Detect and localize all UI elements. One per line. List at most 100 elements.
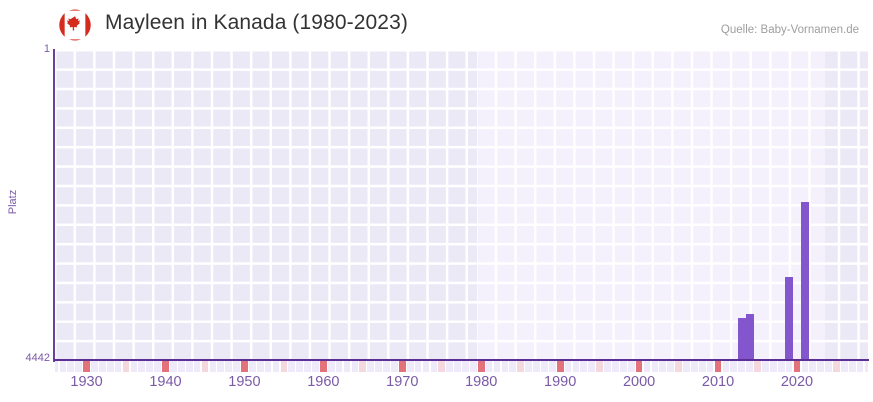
x-tick-cell-1957 <box>296 361 304 372</box>
chart-source-label: Quelle: Baby-Vornamen.de <box>720 24 859 36</box>
bar-2013[interactable] <box>737 317 746 360</box>
x-tick-cell-1966 <box>367 361 375 372</box>
x-tick-cell-1953 <box>264 361 272 372</box>
x-tick-cell-1978 <box>462 361 469 372</box>
x-tick-cell-1968 <box>383 361 390 372</box>
x-tick-cell-2016 <box>762 361 769 372</box>
x-tick-cell-1994 <box>588 361 596 372</box>
x-tick-cell-1984 <box>509 361 517 372</box>
x-tick-cell-1959 <box>312 361 319 372</box>
x-tick-cell-2011 <box>722 361 730 372</box>
x-tick-cell-2014 <box>746 361 753 372</box>
x-tick-cell-1928 <box>67 361 75 372</box>
x-tick-cell-2001 <box>643 361 651 372</box>
y-axis-title: Platz <box>7 189 19 215</box>
x-tick-cell-1992 <box>572 361 580 372</box>
x-tick-cell-1947 <box>217 361 225 372</box>
chart-title: Mayleen in Kanada (1980-2023) <box>105 11 408 34</box>
x-tick-cell-1989 <box>548 361 556 372</box>
x-tick-cell-1950 <box>241 361 248 372</box>
x-axis-label-2000: 2000 <box>622 374 656 390</box>
x-tick-cell-2015 <box>754 361 761 372</box>
x-tick-cell-1929 <box>75 361 83 372</box>
x-tick-cell-1973 <box>422 361 430 372</box>
x-axis-label-1970: 1970 <box>386 374 419 390</box>
x-tick-cell-1958 <box>304 361 311 372</box>
x-tick-cell-1998 <box>619 361 627 372</box>
x-tick-cell-1979 <box>469 361 477 372</box>
x-tick-cell-1993 <box>580 361 588 372</box>
grid-active-range-highlight <box>477 50 825 360</box>
x-tick-cell-1964 <box>351 361 359 372</box>
x-tick-cell-1938 <box>146 361 154 372</box>
x-axis-label-1940: 1940 <box>149 374 182 390</box>
x-tick-cell-1981 <box>485 361 493 372</box>
x-tick-cell-1982 <box>493 361 501 372</box>
x-tick-cell-1933 <box>106 361 114 372</box>
x-tick-cell-2000 <box>635 361 643 372</box>
x-tick-cell-1960 <box>320 361 327 372</box>
x-tick-cell-1976 <box>446 361 453 372</box>
x-tick-cell-1995 <box>596 361 603 372</box>
x-tick-cell-2017 <box>769 361 777 372</box>
x-tick-cell-1949 <box>233 361 240 372</box>
x-tick-cell-1931 <box>91 361 98 372</box>
x-axis-line <box>54 359 869 361</box>
x-tick-cell-1944 <box>193 361 201 372</box>
x-tick-cell-1937 <box>138 361 146 372</box>
x-tick-cell-1962 <box>335 361 343 372</box>
x-tick-cell-2008 <box>698 361 706 372</box>
x-tick-cell-1926 <box>55 361 59 372</box>
x-tick-cell-1969 <box>391 361 398 372</box>
x-tick-cell-1963 <box>343 361 351 372</box>
x-tick-cell-1951 <box>248 361 256 372</box>
y-axis-tick-top: 1 <box>43 43 50 55</box>
x-tick-cell-1935 <box>122 361 130 372</box>
x-tick-cell-2024 <box>825 361 832 372</box>
x-tick-cell-1983 <box>501 361 509 372</box>
x-tick-cell-1985 <box>517 361 525 372</box>
x-tick-cell-2004 <box>667 361 674 372</box>
x-tick-cell-1999 <box>627 361 635 372</box>
chart-header: Mayleen in Kanada (1980-2023) Quelle: Ba… <box>0 0 873 46</box>
x-tick-cell-1934 <box>114 361 122 372</box>
x-tick-cell-2022 <box>809 361 817 372</box>
x-tick-cell-1952 <box>256 361 264 372</box>
y-axis-line <box>53 49 55 362</box>
x-tick-cell-1932 <box>99 361 106 372</box>
bar-2021[interactable] <box>800 202 809 360</box>
x-tick-cell-1942 <box>177 361 185 372</box>
x-tick-cell-1955 <box>280 361 288 372</box>
x-axis-label-1990: 1990 <box>544 374 577 390</box>
x-axis-label-1960: 1960 <box>307 374 340 390</box>
bar-2014[interactable] <box>745 314 754 360</box>
x-tick-cell-1956 <box>288 361 296 372</box>
x-tick-cell-2003 <box>659 361 667 372</box>
x-tick-cell-2021 <box>801 361 809 372</box>
bar-2019[interactable] <box>785 276 793 360</box>
x-tick-cell-1980 <box>477 361 485 372</box>
x-tick-cell-2029 <box>864 361 868 372</box>
x-tick-cell-2006 <box>683 361 690 372</box>
x-tick-cell-1927 <box>59 361 67 372</box>
x-axis-tick-strip <box>55 361 868 372</box>
x-tick-cell-1936 <box>130 361 138 372</box>
x-tick-cell-1975 <box>438 361 446 372</box>
x-axis-label-1980: 1980 <box>465 374 498 390</box>
canada-flag-icon <box>59 9 91 41</box>
x-axis-label-1950: 1950 <box>228 374 261 390</box>
x-axis-label-1930: 1930 <box>70 374 103 390</box>
x-axis-label-2010: 2010 <box>701 374 735 390</box>
x-tick-cell-2019 <box>785 361 793 372</box>
x-tick-cell-2007 <box>691 361 698 372</box>
x-tick-cell-1961 <box>327 361 335 372</box>
x-tick-cell-2028 <box>856 361 864 372</box>
x-tick-cell-1930 <box>83 361 90 372</box>
x-tick-cell-1990 <box>556 361 564 372</box>
plot-area <box>55 50 868 360</box>
y-axis-tick-bottom: 4442 <box>25 352 50 364</box>
x-tick-cell-1988 <box>541 361 548 372</box>
x-tick-cell-1946 <box>209 361 217 372</box>
x-tick-cell-2018 <box>777 361 785 372</box>
